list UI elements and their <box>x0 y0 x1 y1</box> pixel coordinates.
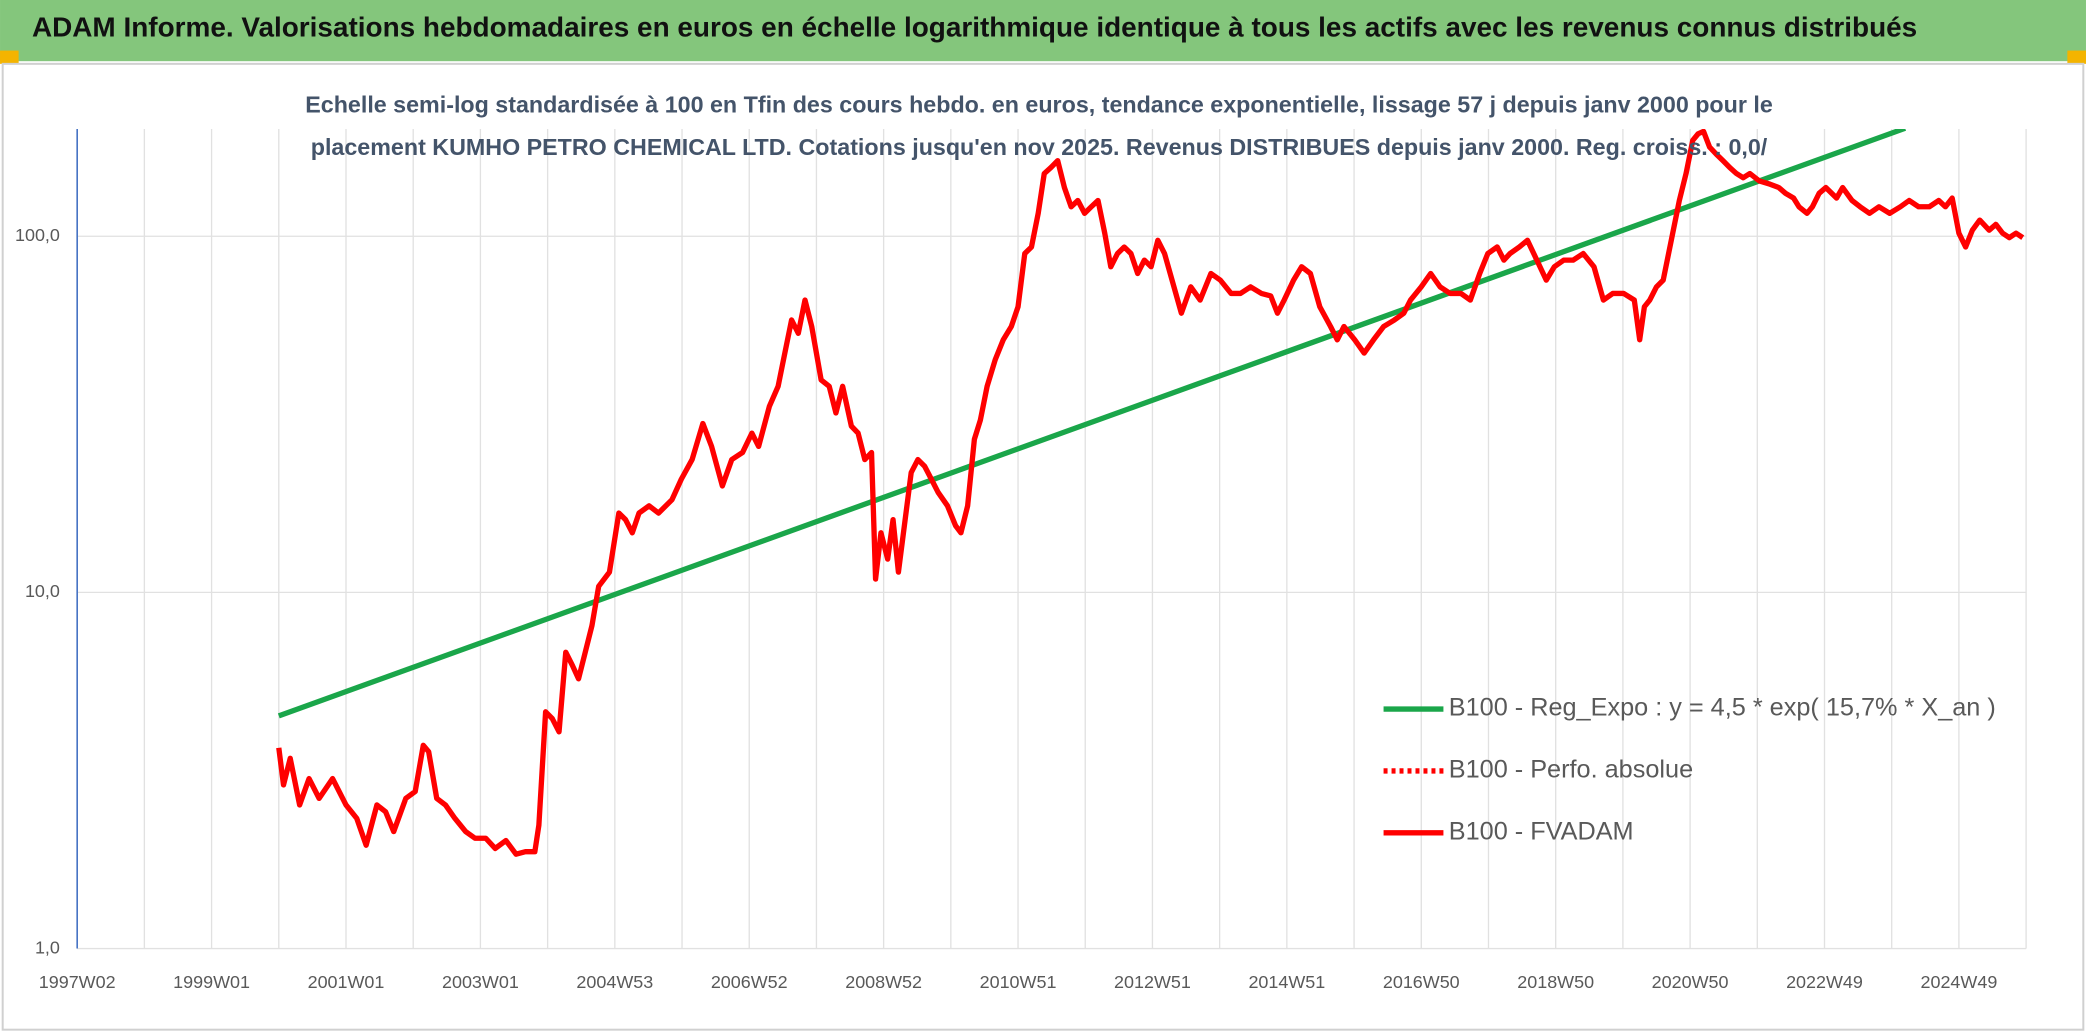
corner-marker <box>2067 50 2086 64</box>
title-banner <box>0 0 2086 62</box>
x-tick-label: 2008W52 <box>845 972 922 992</box>
x-tick-label: 2018W50 <box>1517 972 1594 992</box>
x-tick-label: 2016W50 <box>1383 972 1460 992</box>
x-tick-label: 2024W49 <box>1921 972 1998 992</box>
x-tick-label: 2014W51 <box>1248 972 1325 992</box>
x-tick-label: 2004W53 <box>576 972 653 992</box>
x-tick-label: 2012W51 <box>1114 972 1191 992</box>
data-line <box>277 129 1907 719</box>
data-line <box>276 129 2025 857</box>
x-tick-label: 2010W51 <box>980 972 1057 992</box>
subtitle-line: Echelle semi-log standardisée à 100 en T… <box>305 92 1773 118</box>
corner-marker <box>0 50 19 64</box>
legend-label: B100 - FVADAM <box>1449 817 1634 845</box>
chart-frame <box>1 62 2085 1031</box>
x-tick-label: 2001W01 <box>308 972 385 992</box>
series-layer <box>276 129 2025 857</box>
x-tick-label: 1999W01 <box>173 972 250 992</box>
x-tick-label: 2006W52 <box>711 972 788 992</box>
legend: B100 - Reg_Expo : y = 4,5 * exp( 15,7% *… <box>1383 694 1996 845</box>
legend-label: B100 - Reg_Expo : y = 4,5 * exp( 15,7% *… <box>1449 694 1996 722</box>
x-tick-label: 2003W01 <box>442 972 519 992</box>
chart-title: ADAM Informe. Valorisations hebdomadaire… <box>32 12 1917 43</box>
x-tick-label: 1997W02 <box>39 972 116 992</box>
subtitle-line: placement KUMHO PETRO CHEMICAL LTD. Cota… <box>311 134 1768 160</box>
y-tick-label: 100,0 <box>15 225 60 245</box>
x-tick-label: 2020W50 <box>1652 972 1729 992</box>
y-tick-label: 10,0 <box>25 581 60 601</box>
y-tick-label: 1,0 <box>35 937 60 957</box>
legend-label: B100 - Perfo. absolue <box>1449 756 1693 784</box>
x-tick-label: 2022W49 <box>1786 972 1863 992</box>
